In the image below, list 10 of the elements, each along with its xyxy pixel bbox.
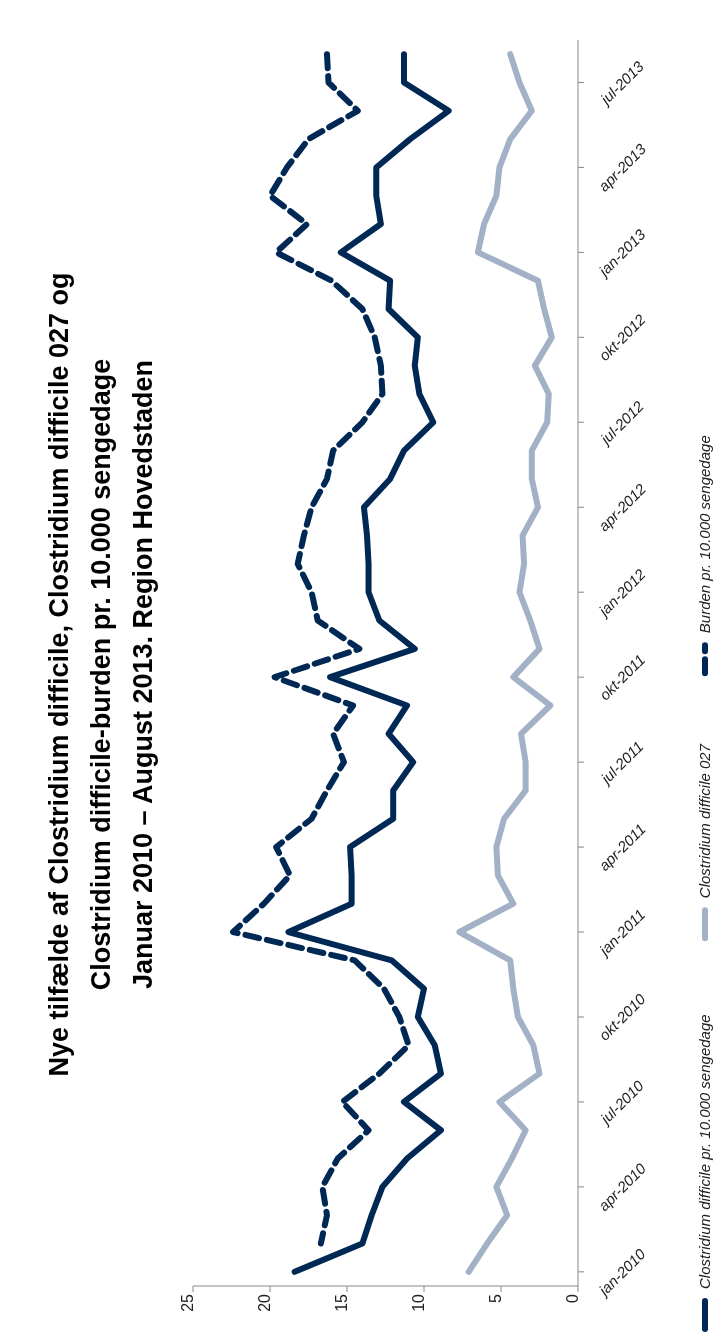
text: Clostridium difficile pr. 10.000 sengedage [696, 1014, 713, 1289]
x-tick-label: 10 [410, 1293, 427, 1312]
x-tick-label: 20 [256, 1293, 273, 1312]
text: Burden pr. 10.000 sengedage [696, 435, 713, 634]
text: Clostridium difficile 027 [696, 743, 713, 899]
x-tick-label: 0 [564, 1293, 581, 1303]
x-tick-label: 25 [179, 1293, 196, 1312]
x-tick-label: 5 [487, 1293, 504, 1303]
text: Nye tilfælde af Clostridium difficile, Clostridium difficile 027 og Clostridium difficile-burden pr. 10.000 sengedage Januar 2010 – August 2013. Region Hovedstaden [43, 271, 159, 1079]
x-tick-label: 15 [333, 1293, 350, 1312]
